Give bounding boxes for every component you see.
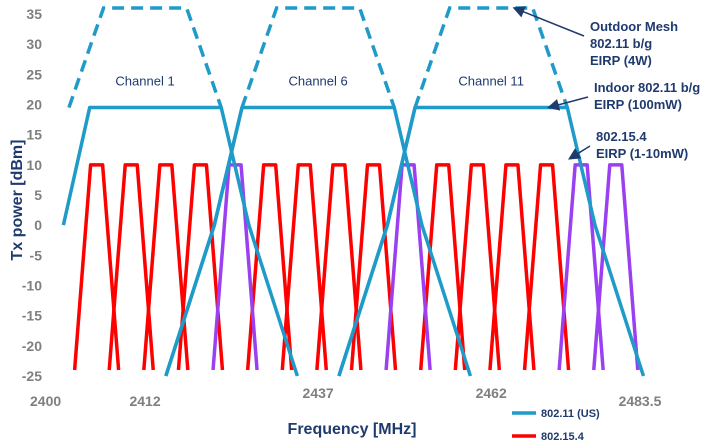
zigbee-channel-mask	[349, 163, 398, 371]
zigbee-channel-mask	[107, 163, 155, 371]
y-tick-label: 25	[26, 66, 42, 82]
legend-label: 802.11 (US)	[541, 408, 600, 420]
annotation-text: EIRP (100mW)	[594, 97, 682, 112]
y-tick-label: 35	[26, 6, 42, 22]
zigbee-channel-mask	[142, 163, 190, 371]
legend-label: 802.15.4	[541, 431, 585, 443]
zigbee-channel-mask	[280, 163, 329, 371]
annotation-text: 802.15.4	[596, 129, 647, 144]
y-axis-title: Tx power [dBm]	[9, 140, 26, 261]
wifi-channel-label: Channel 11	[458, 73, 524, 88]
wifi-outdoor-mask	[67, 6, 223, 109]
x-tick-label: 2437	[303, 385, 334, 401]
wifi-outdoor-mask	[240, 6, 396, 109]
wifi-indoor-edge	[164, 107, 244, 377]
zigbee-channel-mask	[418, 163, 467, 371]
y-tick-label: 5	[34, 187, 42, 203]
annotation-arrow	[547, 96, 589, 111]
y-tick-label: -5	[30, 247, 43, 263]
y-tick-label: -20	[22, 338, 42, 354]
wifi-outdoor-mask	[413, 6, 569, 109]
annotation-text: 802.11 b/g	[590, 36, 652, 51]
annotation-text: Outdoor Mesh	[590, 19, 678, 34]
x-tick-label: 2412	[129, 393, 160, 409]
y-tick-label: 0	[34, 217, 42, 233]
annotation-text: Indoor 802.11 b/g	[594, 80, 700, 95]
zigbee-channel-mask	[592, 163, 640, 371]
y-tick-label: 10	[26, 157, 42, 173]
zigbee-channel-mask	[245, 163, 294, 371]
plot-area: Channel 1 Channel 6 Channel 11	[61, 6, 646, 377]
wifi-indoor-edge	[337, 107, 417, 377]
y-tick-label: 30	[26, 36, 42, 52]
x-tick-label: 2483.5	[619, 393, 662, 409]
annotation-arrow	[568, 145, 591, 160]
y-tick-label: -10	[22, 278, 42, 294]
x-tick-label: 2400	[30, 393, 61, 409]
x-axis-ticks: 2400 2412 2437 2462 2483.5	[30, 385, 662, 409]
y-tick-label: 15	[26, 127, 42, 143]
y-axis-ticks: 35 30 25 20 15 10 5 0 -5 -10 -15 -20 -25	[22, 6, 42, 384]
wifi-channel-label: Channel 6	[288, 73, 347, 88]
zigbee-channel-mask	[488, 163, 536, 371]
legend: 802.11 (US) 802.15.4	[512, 408, 600, 443]
y-tick-label: -15	[22, 308, 42, 324]
x-tick-label: 2462	[476, 385, 507, 401]
zigbee-channel-mask	[522, 163, 571, 371]
zigbee-channel-mask	[315, 163, 363, 371]
annotation-arrow	[512, 6, 585, 37]
wifi-channel-label: Channel 1	[115, 73, 174, 88]
zigbee-channel-mask	[72, 163, 121, 371]
y-tick-label: 20	[26, 97, 42, 113]
zigbee-channel-mask	[453, 163, 502, 371]
annotation-text: EIRP (4W)	[590, 53, 652, 68]
y-tick-label: -25	[22, 368, 42, 384]
annotation-text: EIRP (1-10mW)	[596, 146, 688, 161]
x-axis-title: Frequency [MHz]	[288, 421, 417, 438]
zigbee-channel-mask	[176, 163, 225, 371]
wifi-indoor-mask	[61, 105, 300, 377]
annotations: Outdoor Mesh 802.11 b/g EIRP (4W) Indoor 80…	[512, 6, 700, 161]
